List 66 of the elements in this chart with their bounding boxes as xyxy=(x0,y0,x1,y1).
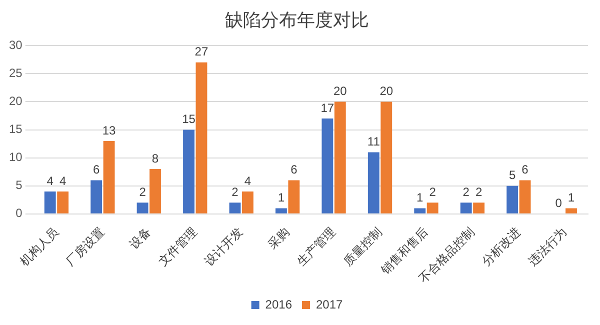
x-tick-label: 生产管理 xyxy=(294,224,338,268)
y-tick-label: 20 xyxy=(8,94,23,108)
data-label: 27 xyxy=(194,44,208,59)
legend-label: 2016 xyxy=(265,297,292,312)
bar xyxy=(414,208,426,214)
data-label: 4 xyxy=(59,174,66,188)
bar xyxy=(566,208,577,214)
data-label: 1 xyxy=(568,190,575,205)
data-label: 20 xyxy=(333,84,348,98)
data-label: 1 xyxy=(416,190,424,205)
data-label: 20 xyxy=(380,84,394,98)
bar xyxy=(242,191,254,214)
y-tick-label: 5 xyxy=(16,178,23,192)
bar xyxy=(460,202,472,214)
bar xyxy=(519,180,531,214)
data-label: 17 xyxy=(320,100,334,115)
bar xyxy=(44,191,56,214)
bar xyxy=(380,102,392,214)
data-label: 2 xyxy=(429,185,436,199)
bar xyxy=(196,62,208,214)
y-tick-label: 0 xyxy=(16,206,23,220)
bar xyxy=(90,180,102,214)
bar xyxy=(473,202,485,214)
x-tick-label: 违法行为 xyxy=(526,224,570,268)
bar xyxy=(506,186,518,214)
x-tick-label: 文件管理 xyxy=(156,224,200,268)
y-tick-label: 10 xyxy=(8,150,23,164)
x-tick-label: 分析改进 xyxy=(479,224,524,268)
data-label: 6 xyxy=(522,162,529,177)
bar xyxy=(426,202,438,214)
data-label: 5 xyxy=(508,168,516,182)
data-label: 4 xyxy=(46,174,54,188)
data-label: 2 xyxy=(475,185,482,199)
data-label: 15 xyxy=(182,112,196,126)
legend-label: 2017 xyxy=(316,297,344,312)
data-label: 2 xyxy=(232,185,239,199)
data-label: 0 xyxy=(555,196,562,210)
data-label: 1 xyxy=(278,190,285,205)
data-label: 4 xyxy=(244,174,252,188)
bar xyxy=(150,169,161,214)
x-tick-label: 设备 xyxy=(126,224,154,252)
bar xyxy=(57,191,69,214)
data-label: 8 xyxy=(152,151,159,166)
bar xyxy=(368,152,380,214)
bar xyxy=(275,208,287,214)
x-tick-label: 机构人员 xyxy=(17,224,61,268)
bar xyxy=(229,202,241,214)
data-label: 6 xyxy=(92,162,100,177)
bar xyxy=(103,140,115,214)
bar xyxy=(288,180,300,214)
y-tick-label: 30 xyxy=(8,38,23,52)
x-tick-label: 采购 xyxy=(265,224,292,252)
x-tick-label: 厂房设置 xyxy=(63,224,108,268)
bar xyxy=(334,102,346,214)
bar xyxy=(183,130,194,214)
data-label: 2 xyxy=(139,185,146,199)
bar xyxy=(322,118,334,214)
data-label: 6 xyxy=(290,162,298,177)
x-tick-label: 设计开发 xyxy=(202,224,246,268)
y-tick-label: 25 xyxy=(8,66,23,80)
bar xyxy=(136,202,148,214)
data-label: 13 xyxy=(102,123,116,138)
chart-title: 缺陷分布年度对比 xyxy=(225,10,369,30)
data-label: 11 xyxy=(367,134,380,149)
data-label: 2 xyxy=(462,185,470,199)
y-tick-label: 15 xyxy=(8,122,23,136)
